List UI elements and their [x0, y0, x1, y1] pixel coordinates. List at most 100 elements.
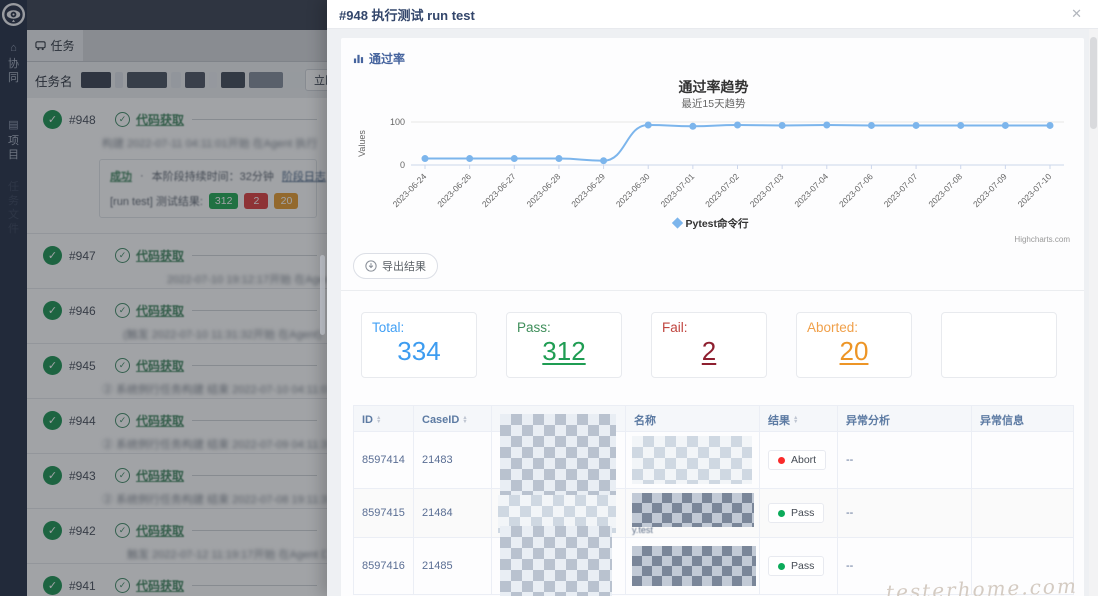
stage-log-link[interactable]: 阶段日志: [281, 171, 326, 183]
result-badge[interactable]: Abort: [768, 450, 827, 470]
fail-count-badge[interactable]: 2: [244, 193, 269, 209]
step-check-icon: ✓: [115, 112, 130, 127]
drawer-backdrop[interactable]: [0, 0, 327, 596]
step-link[interactable]: 代码获取: [136, 249, 185, 263]
svg-text:2023-07-08: 2023-07-08: [926, 171, 964, 209]
stat-label: Fail:: [662, 320, 688, 335]
redacted-block: [126, 72, 167, 88]
close-icon[interactable]: ✕: [1071, 6, 1082, 21]
task-row-946[interactable]: ✓ #946 ✓ 代码获取 (触发 2022-07-10 11:31:32开始 …: [27, 289, 327, 344]
build-success-icon: ✓: [43, 411, 62, 430]
step-check-icon: ✓: [115, 358, 130, 373]
svg-text:Values: Values: [357, 130, 367, 157]
tab-pass-rate[interactable]: 通过率: [353, 50, 405, 67]
step-link[interactable]: 代码获取: [136, 113, 185, 127]
task-row-945[interactable]: ✓ #945 ✓ 代码获取 ② 系统例行任务构建 结束 2022-07-10 0…: [27, 344, 327, 399]
stat-label: Pass:: [517, 320, 551, 335]
eye-logo-icon[interactable]: [1, 2, 26, 27]
cell-caseid: 21484: [414, 489, 492, 537]
section-divider: [341, 290, 1084, 291]
svg-text:2023-07-04: 2023-07-04: [792, 171, 830, 209]
tab-tasks[interactable]: 任务: [27, 30, 83, 61]
build-success-icon: ✓: [43, 110, 62, 129]
task-row-942[interactable]: ✓ #942 ✓ 代码获取 触发 2022-07-12 11:19:17开始 在…: [27, 509, 327, 564]
separator: ·: [140, 170, 144, 182]
cell-name: [626, 538, 760, 594]
stats-row: Total: 334 Pass: 312 Fail: 2 Aborted: 20: [361, 312, 1072, 378]
stat-value[interactable]: 2: [701, 336, 717, 366]
cell-analysis: --: [838, 538, 972, 594]
sort-icon[interactable]: ▲ ▼: [462, 415, 468, 425]
drawer-scrollbar-thumb[interactable]: [1090, 37, 1097, 129]
drawer-header: #948 执行测试 run test ✕: [327, 0, 1098, 29]
panel-tabs: 任务: [27, 30, 327, 62]
column-header-analysis: 异常分析: [838, 406, 972, 434]
sidebar-item-collab[interactable]: ⌂ 协 同: [0, 42, 27, 85]
result-badge[interactable]: Pass: [768, 503, 825, 523]
test-result-drawer: #948 执行测试 run test ✕ 通过率 通过率趋势 最近15天趋势 Val…: [327, 0, 1098, 596]
result-badge[interactable]: Pass: [768, 556, 825, 576]
task-row-948[interactable]: ✓ #948 ✓ 代码获取 构建 2022-07-11 04:11:01开始 在…: [27, 98, 327, 234]
step-link[interactable]: 代码获取: [136, 304, 185, 318]
step-link[interactable]: 代码获取: [136, 414, 185, 428]
task-panel: 任务 任务名 立即构建 ✓ #948 ✓ 代码获取: [27, 0, 327, 596]
svg-text:2023-07-06: 2023-07-06: [837, 171, 875, 209]
column-header-result[interactable]: 结果 ▲ ▼: [760, 406, 838, 434]
column-header-caseid[interactable]: CaseID ▲ ▼: [414, 406, 492, 434]
build-success-icon: ✓: [43, 576, 62, 595]
svg-text:2023-07-10: 2023-07-10: [1016, 171, 1054, 209]
build-success-icon: ✓: [43, 356, 62, 375]
table-row[interactable]: 8597416 21485 Pass: [354, 526, 1073, 596]
sort-icon[interactable]: ▲ ▼: [793, 415, 799, 425]
step-link[interactable]: 代码获取: [136, 524, 185, 538]
table-row[interactable]: 8597414 21483 Abort: [354, 414, 1073, 504]
stat-value[interactable]: 312: [542, 336, 586, 366]
sidebar-item-project[interactable]: ▤ 项 目: [0, 118, 27, 162]
pass-count-badge[interactable]: 312: [208, 193, 239, 209]
drawer-scrollbar[interactable]: [1089, 29, 1098, 596]
task-list-scrollbar[interactable]: [320, 255, 325, 335]
cell-result: Pass: [760, 538, 838, 594]
redacted-mosaic: [632, 493, 754, 527]
test-result-prefix: [run test] 测试结果:: [110, 196, 203, 208]
task-row-943[interactable]: ✓ #943 ✓ 代码获取 ② 系统例行任务构建 结束 2022-07-08 1…: [27, 454, 327, 509]
cell-caseid: 21483: [414, 432, 492, 488]
redacted-block: [248, 72, 283, 88]
build-id: #941: [69, 578, 96, 593]
task-row-944[interactable]: ✓ #944 ✓ 代码获取 ② 系统例行任务构建 结束 2022-07-09 0…: [27, 399, 327, 454]
step-link[interactable]: 代码获取: [136, 469, 185, 483]
redacted-mosaic: [632, 546, 756, 586]
sidebar-item-label: 件: [8, 223, 19, 235]
cell-info: [972, 489, 1073, 537]
step-check-icon: ✓: [115, 468, 130, 483]
project-icon: ▤: [8, 119, 19, 131]
redacted-block: [80, 72, 111, 88]
abort-count-badge[interactable]: 20: [274, 193, 299, 209]
redacted-block: [114, 72, 123, 88]
export-results-button[interactable]: 导出结果: [353, 253, 438, 279]
task-row-947[interactable]: ✓ #947 ✓ 代码获取 2022-07-10 19:12:17开始 在Age…: [27, 234, 327, 289]
task-row-941[interactable]: ✓ #941 ✓ 代码获取 ② 系统例行任务构建 结束 2022-07-07 0…: [27, 564, 327, 596]
build-now-button[interactable]: 立即构建: [305, 69, 327, 91]
svg-text:2023-07-03: 2023-07-03: [748, 171, 786, 209]
sidebar-item-files[interactable]: 任 务 文 件: [0, 180, 27, 236]
stat-label: Aborted:: [807, 320, 859, 335]
panel-topbar: [27, 0, 327, 30]
cell-info: [972, 432, 1073, 488]
sort-icon[interactable]: ▲ ▼: [376, 415, 382, 425]
column-header-id[interactable]: ID ▲ ▼: [354, 406, 414, 434]
stat-value[interactable]: 20: [839, 336, 869, 366]
step-check-icon: ✓: [115, 303, 130, 318]
redacted-mosaic: [500, 414, 616, 504]
cell-result: Pass: [760, 489, 838, 537]
step-link[interactable]: 代码获取: [136, 359, 185, 373]
build-id: #946: [69, 303, 96, 318]
table-row[interactable]: 8597415 21484 y.test Pass: [354, 489, 1073, 538]
build-success-icon: ✓: [43, 301, 62, 320]
svg-text:2023-06-24: 2023-06-24: [391, 171, 429, 209]
step-link[interactable]: 代码获取: [136, 579, 185, 593]
stage-status-link[interactable]: 成功: [110, 171, 132, 183]
column-header-name: 名称: [626, 406, 760, 434]
